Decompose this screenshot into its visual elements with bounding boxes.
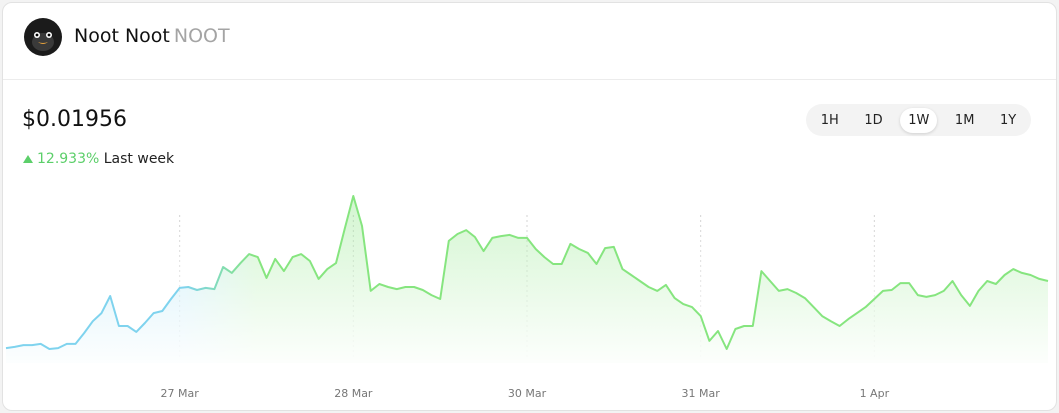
price-change: 12.933% Last week: [23, 151, 174, 167]
timeframe-button[interactable]: 1M: [954, 112, 975, 128]
timeframe-selector: 1H 1D 1W 1M 1Y: [806, 104, 1031, 136]
area-fade: [3, 203, 1056, 373]
timeframe-button[interactable]: 1H: [820, 112, 839, 128]
x-tick-label: 30 Mar: [508, 387, 547, 400]
token-logo: [24, 18, 62, 56]
token-name: Noot Noot NOOT: [74, 25, 230, 47]
price: $0.01956: [22, 107, 127, 132]
price-line: [5, 195, 1049, 350]
up-arrow: [23, 155, 33, 163]
timeframe-button[interactable]: 1Y: [999, 112, 1017, 128]
change-percent: 12.933%: [37, 151, 100, 167]
x-tick-label: 28 Mar: [334, 387, 373, 400]
change-period: Last week: [103, 151, 175, 167]
timeframe-button[interactable]: 1W: [900, 107, 938, 133]
x-tick-label: 27 Mar: [161, 387, 200, 400]
header: Noot Noot NOOT: [3, 3, 1056, 80]
timeframe-button[interactable]: 1D: [864, 112, 883, 128]
price-chart: 27 Mar 28 Mar 30 Mar 31 Mar 1 Apr: [3, 195, 1056, 400]
x-tick-label: 31 Mar: [682, 387, 721, 400]
name: Noot Noot: [74, 25, 170, 47]
x-tick-label: 1 Apr: [860, 387, 890, 400]
symbol: NOOT: [173, 25, 230, 47]
